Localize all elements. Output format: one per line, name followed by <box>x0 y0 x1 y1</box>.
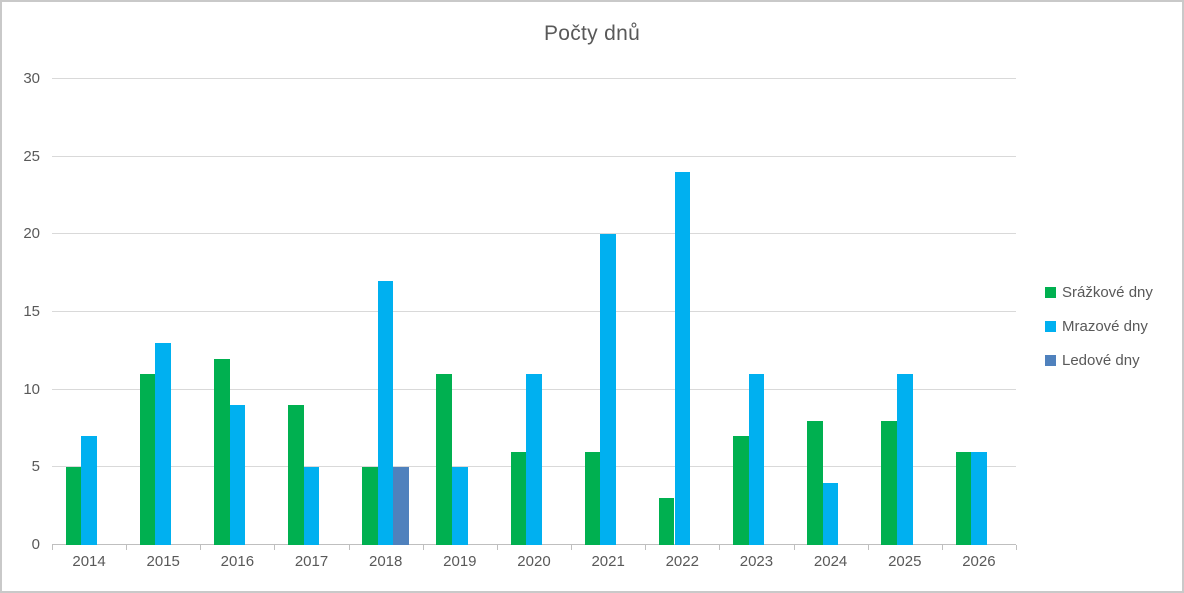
x-axis-tick <box>794 545 795 550</box>
y-tick-label: 20 <box>23 225 40 243</box>
bar <box>955 451 972 545</box>
y-tick-label: 5 <box>31 458 40 476</box>
y-tick-label: 15 <box>23 303 40 320</box>
x-axis-tick <box>645 545 646 550</box>
legend: Srážkové dny Mrazové dny Ledové dny <box>1045 284 1153 369</box>
bar-group <box>423 79 497 545</box>
x-tick-label: 2023 <box>739 553 774 570</box>
y-tick-label: 30 <box>23 70 40 87</box>
bar-group <box>349 79 423 545</box>
bar <box>510 451 527 545</box>
bar-group <box>274 79 348 545</box>
bar <box>658 498 675 545</box>
x-axis-tick <box>423 545 424 550</box>
x-tick-label: 2019 <box>443 553 477 570</box>
bar <box>139 374 156 545</box>
x-axis-tick <box>349 545 350 550</box>
x-axis-tick <box>1016 545 1017 550</box>
x-tick-label: 2026 <box>962 553 996 570</box>
x-axis-tick <box>497 545 498 550</box>
x-axis-tick <box>274 545 275 550</box>
bar <box>600 234 616 545</box>
x-tick-label: 2015 <box>146 553 180 570</box>
bar <box>393 467 410 545</box>
legend-swatch <box>1045 321 1056 332</box>
x-tick-label: 2024 <box>813 553 848 570</box>
bar <box>971 451 987 545</box>
x-axis-tick <box>868 545 869 550</box>
bar <box>822 482 839 545</box>
bar <box>584 451 601 545</box>
legend-label: Mrazové dny <box>1062 318 1148 335</box>
x-tick-label: 2022 <box>665 553 699 570</box>
bar-group <box>794 79 868 545</box>
legend-label: Ledové dny <box>1062 352 1140 369</box>
bar <box>452 467 468 545</box>
x-tick-label: 2021 <box>591 553 625 570</box>
gridline <box>52 155 1016 157</box>
bar <box>733 436 749 545</box>
legend-item: Ledové dny <box>1045 352 1153 369</box>
x-axis-tick <box>200 545 201 550</box>
legend-item: Srážkové dny <box>1045 284 1153 301</box>
bar-group <box>719 79 793 545</box>
bar <box>303 467 320 545</box>
bar-group <box>571 79 645 545</box>
bar-group <box>645 79 719 545</box>
bar-group <box>52 79 126 545</box>
bar <box>214 358 230 545</box>
bar <box>881 420 897 545</box>
x-tick-label: 2017 <box>294 553 329 570</box>
bar <box>377 280 394 545</box>
bar <box>229 405 246 545</box>
x-axis-tick <box>942 545 943 550</box>
legend-swatch <box>1045 287 1056 298</box>
bar <box>748 374 765 545</box>
legend-item: Mrazové dny <box>1045 318 1153 335</box>
gridline <box>52 233 1016 235</box>
bar <box>65 467 82 545</box>
y-tick-label: 0 <box>31 536 40 553</box>
x-tick-label: 2018 <box>368 553 403 570</box>
plot-area <box>52 78 1017 550</box>
gridline <box>52 311 1016 312</box>
x-axis-tick <box>52 545 53 550</box>
x-tick-label: 2016 <box>220 553 255 570</box>
bar <box>674 172 691 545</box>
x-axis-tick <box>126 545 127 550</box>
bar-group <box>942 79 1016 545</box>
bar <box>81 436 97 545</box>
bar <box>288 405 304 545</box>
x-tick-label: 2014 <box>72 553 106 570</box>
y-tick-label: 10 <box>23 380 40 398</box>
x-tick-label: 2020 <box>517 553 551 570</box>
bar-group <box>497 79 571 545</box>
bar <box>896 374 913 545</box>
bar <box>155 343 171 545</box>
legend-label: Srážkové dny <box>1062 284 1153 301</box>
x-axis-tick <box>719 545 720 550</box>
bar-group <box>126 79 200 545</box>
chart-title: Počty dnů <box>543 22 641 45</box>
x-axis-tick <box>571 545 572 550</box>
bar-group <box>200 79 274 545</box>
gridline <box>52 78 1016 79</box>
bar-group <box>868 79 942 545</box>
bar <box>526 374 542 545</box>
y-tick-label: 25 <box>23 147 40 165</box>
bar <box>362 467 378 545</box>
legend-swatch <box>1045 355 1056 366</box>
bar <box>807 420 823 545</box>
x-tick-label: 2025 <box>888 553 922 570</box>
bar <box>436 374 453 545</box>
